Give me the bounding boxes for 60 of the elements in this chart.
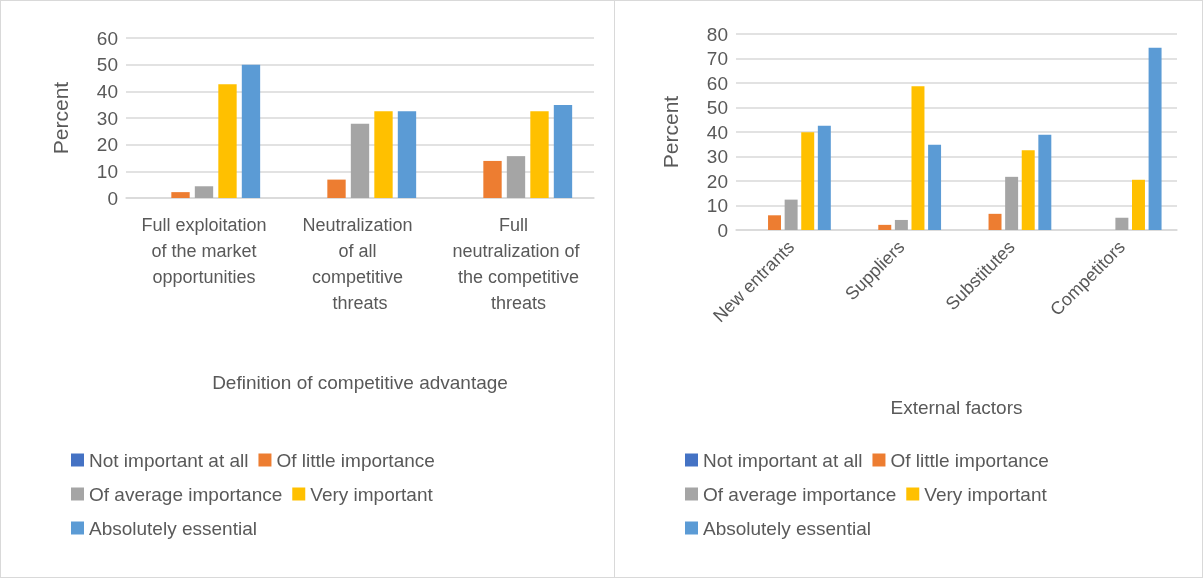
bar [327,179,346,198]
legend-label: Very important [924,483,1048,505]
y-tick-label: 30 [96,107,118,129]
y-tick-label: 0 [107,187,118,209]
bar [1131,179,1145,230]
bar [241,64,261,198]
bar [506,156,526,198]
bar [801,132,815,230]
legend-label: Not important at all [703,449,863,471]
bar [397,111,417,198]
y-tick-label: 40 [706,121,728,143]
legend-label: Very important [310,483,434,505]
bar [911,86,925,230]
y-tick-label: 30 [706,146,728,167]
legend-label: Of average importance [89,483,283,505]
bar [1021,150,1035,230]
bar [483,160,502,198]
bar [1115,217,1129,230]
y-tick-label: 50 [706,97,728,118]
x-axis-title: Definition of competitive advantage [212,372,508,393]
bar [878,224,892,230]
x-tick-label: Full neutralization of the competitive threats [452,215,581,313]
bar [374,111,393,198]
y-tick-label: 80 [706,23,728,45]
y-tick-label: 60 [96,27,118,49]
y-tick-label: 20 [706,170,728,192]
x-axis-title: External factors [890,396,1023,418]
bar [817,125,831,230]
x-tick-label: Neutralization of all competitive threats [302,215,418,313]
legend-label: Absolutely essential [89,517,257,539]
y-tick-label: 0 [717,219,728,241]
bar [553,104,573,198]
legend-label: Absolutely essential [703,517,871,539]
bar [1005,176,1019,230]
legend-label: Of little importance [276,449,435,471]
bar [171,192,190,198]
bar [894,219,908,230]
x-tick-label: Full exploitation of the market opportunities [141,215,267,287]
y-tick-label: 20 [96,134,118,156]
y-tick-label: 10 [706,195,728,216]
y-tick-label: 60 [706,72,728,94]
bar [768,215,782,230]
bar [1038,134,1052,230]
bar [1148,47,1162,230]
y-tick-label: 10 [96,160,118,182]
bar [350,123,370,198]
bar [928,144,942,230]
bar [530,111,549,198]
legend-label: Of average importance [703,483,897,505]
legend-label: Not important at all [89,449,249,471]
bar [194,186,214,198]
y-tick-label: 70 [706,48,728,69]
y-axis-title: Percent [49,81,72,155]
y-tick-label: 50 [96,54,118,76]
bar [784,199,798,230]
bar [988,213,1002,230]
bar [218,84,237,198]
y-axis-title: Percent [659,95,682,169]
legend-label: Of little importance [890,449,1049,471]
y-tick-label: 40 [96,80,118,102]
